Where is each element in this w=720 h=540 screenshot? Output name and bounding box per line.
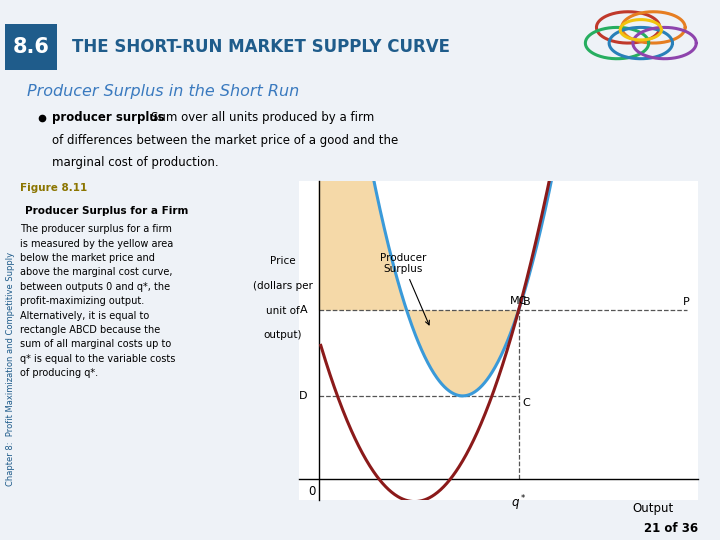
Text: Producer Surplus in the Short Run: Producer Surplus in the Short Run [27, 84, 300, 99]
Text: $q^*$: $q^*$ [510, 493, 526, 512]
Text: Sum over all units produced by a firm: Sum over all units produced by a firm [150, 111, 374, 124]
FancyBboxPatch shape [5, 24, 57, 70]
Text: 8.6: 8.6 [12, 37, 50, 57]
Text: output): output) [264, 330, 302, 340]
Text: D: D [299, 391, 307, 401]
Text: B: B [523, 296, 530, 307]
Text: Chapter 8:  Profit Maximization and Competitive Supply: Chapter 8: Profit Maximization and Compe… [6, 252, 14, 486]
Text: 21 of 36: 21 of 36 [644, 522, 698, 535]
Text: MC: MC [510, 296, 527, 306]
Text: marginal cost of production.: marginal cost of production. [52, 157, 219, 170]
Text: P: P [683, 296, 690, 307]
Text: The producer surplus for a firm
is measured by the yellow area
below the market : The producer surplus for a firm is measu… [20, 224, 176, 378]
Text: unit of: unit of [266, 306, 300, 315]
Text: Figure 8.11: Figure 8.11 [20, 183, 87, 193]
Text: producer surplus: producer surplus [52, 111, 165, 124]
Text: Producer
Surplus: Producer Surplus [379, 253, 429, 325]
Text: A: A [300, 306, 307, 315]
Text: 0: 0 [308, 485, 315, 498]
Text: Price: Price [270, 256, 296, 266]
Text: Producer Surplus for a Firm: Producer Surplus for a Firm [25, 206, 189, 216]
Text: of differences between the market price of a good and the: of differences between the market price … [52, 134, 398, 147]
Text: Output: Output [632, 502, 673, 515]
Polygon shape [319, 0, 518, 396]
Text: THE SHORT-RUN MARKET SUPPLY CURVE: THE SHORT-RUN MARKET SUPPLY CURVE [72, 38, 450, 56]
Text: C: C [523, 399, 531, 408]
Text: (dollars per: (dollars per [253, 281, 312, 291]
